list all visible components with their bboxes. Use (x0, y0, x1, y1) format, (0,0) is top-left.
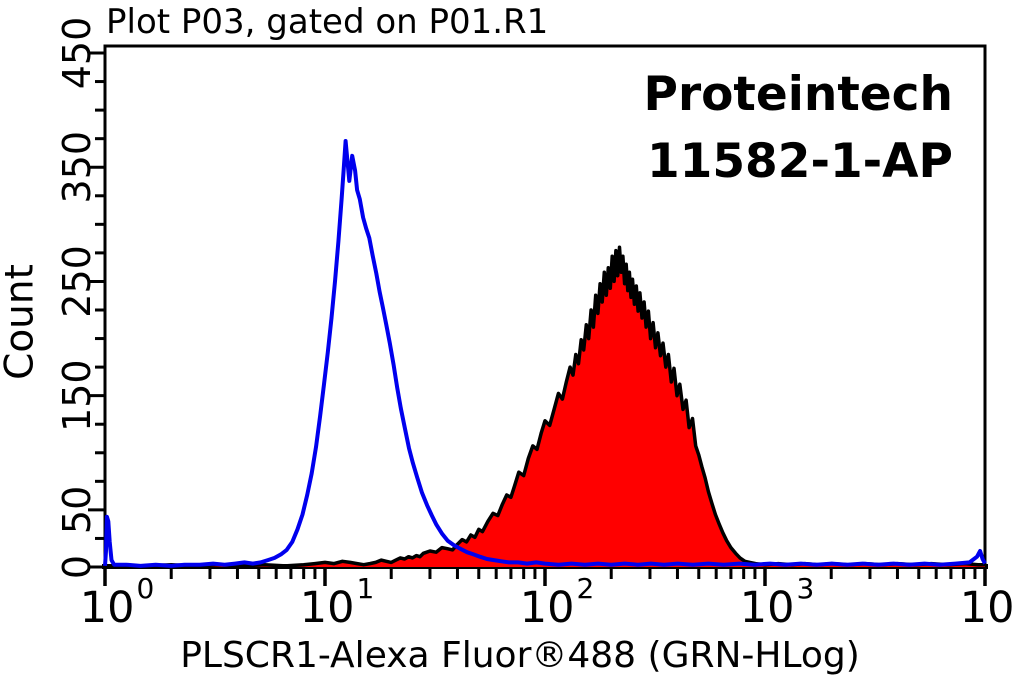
vendor-name: Proteintech (643, 67, 954, 122)
x-tick-label: 104 (960, 572, 1015, 633)
plot-frame (103, 44, 987, 567)
sample-histogram-fill (114, 247, 986, 567)
y-tick-label: 0 (55, 555, 99, 579)
y-tick-label: 450 (55, 17, 99, 90)
x-axis-title: PLSCR1-Alexa Fluor®488 (GRN-HLog) (180, 635, 860, 676)
y-tick-label: 250 (55, 245, 99, 318)
sample-histogram-outline (114, 245, 985, 568)
x-tick-label: 103 (740, 572, 815, 633)
x-tick-label: 100 (80, 572, 155, 633)
x-tick-label: 101 (300, 572, 375, 633)
control-histogram-curve (103, 139, 987, 568)
catalog-number: 11582-1-AP (646, 133, 953, 189)
y-tick-label: 150 (55, 359, 99, 432)
y-tick-label: 50 (55, 486, 99, 534)
x-tick-label: 102 (520, 572, 595, 633)
vendor-watermark: Proteintech 11582-1-AP (644, 62, 954, 195)
plot-title: Plot P03, gated on P01.R1 (106, 2, 549, 42)
y-tick-label: 350 (55, 131, 99, 204)
